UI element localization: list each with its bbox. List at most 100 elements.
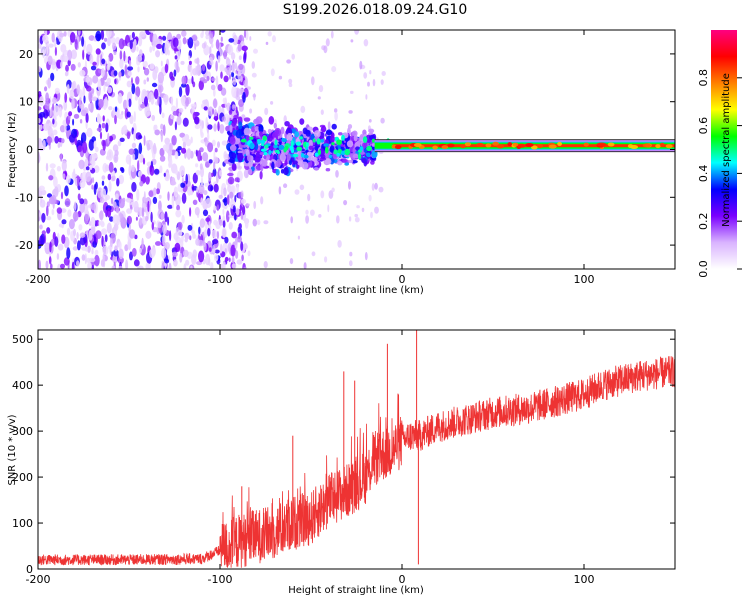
noise-blob xyxy=(179,132,186,138)
noise-blob xyxy=(141,207,145,218)
x-tick-label: -100 xyxy=(208,273,233,286)
noise-blob xyxy=(150,94,155,105)
noise-blob xyxy=(42,123,50,131)
noise-blob xyxy=(240,211,244,220)
noise-blob xyxy=(128,148,135,155)
signal-blob xyxy=(346,140,354,148)
noise-blob xyxy=(53,105,60,117)
noise-blob xyxy=(60,263,65,269)
signal-blob xyxy=(279,153,286,162)
noise-blob xyxy=(210,262,214,269)
noise-blob xyxy=(154,124,158,131)
noise-blob xyxy=(96,115,102,124)
signal-peak xyxy=(274,139,278,147)
noise-blob xyxy=(235,250,239,259)
noise-blob xyxy=(161,112,165,119)
noise-blob xyxy=(113,223,119,232)
noise-blob xyxy=(189,235,192,241)
noise-blob xyxy=(162,124,166,136)
noise-blob xyxy=(73,228,76,237)
noise-blob xyxy=(65,174,71,184)
line-peak xyxy=(660,142,665,147)
noise-blob xyxy=(231,71,235,78)
noise-blob xyxy=(143,191,146,203)
noise-blob xyxy=(129,114,134,125)
noise-blob xyxy=(78,97,82,109)
noise-blob xyxy=(101,122,106,129)
noise-blob xyxy=(119,58,124,69)
noise-blob xyxy=(146,77,149,82)
noise-blob xyxy=(108,52,114,62)
noise-blob xyxy=(87,245,91,253)
noise-blob xyxy=(210,185,213,192)
noise-blob xyxy=(47,55,53,66)
signal-peak xyxy=(260,148,267,152)
noise-blob xyxy=(92,61,97,66)
noise-blob xyxy=(263,261,268,269)
noise-blob xyxy=(149,63,155,70)
line-peak xyxy=(460,144,466,149)
noise-blob xyxy=(79,69,86,77)
noise-blob xyxy=(221,116,226,122)
signal-blob xyxy=(237,150,243,154)
noise-blob xyxy=(224,248,227,253)
noise-blob xyxy=(73,113,80,119)
noise-blob xyxy=(107,86,113,94)
line-peak xyxy=(642,143,652,148)
noise-blob xyxy=(85,113,89,123)
noise-blob xyxy=(180,96,186,104)
noise-blob xyxy=(187,224,193,231)
noise-blob xyxy=(214,249,220,254)
noise-blob xyxy=(97,79,102,91)
signal-blob xyxy=(305,129,311,137)
noise-blob xyxy=(213,123,217,132)
noise-blob xyxy=(54,46,58,57)
x-tick-label: -200 xyxy=(26,573,51,586)
signal-blob xyxy=(371,143,376,147)
noise-blob xyxy=(199,218,206,228)
noise-blob xyxy=(267,31,272,37)
noise-blob xyxy=(299,184,305,191)
noise-blob xyxy=(46,193,53,198)
noise-blob xyxy=(162,234,166,246)
noise-blob xyxy=(335,170,339,178)
noise-blob xyxy=(129,251,133,261)
signal-peak xyxy=(249,136,254,140)
noise-blob xyxy=(48,175,54,181)
noise-blob xyxy=(168,157,173,167)
noise-blob xyxy=(200,197,204,206)
noise-blob xyxy=(161,247,167,259)
noise-blob xyxy=(49,241,52,253)
noise-blob xyxy=(93,233,96,245)
noise-blob xyxy=(126,131,131,140)
signal-blob xyxy=(324,158,332,165)
noise-blob xyxy=(60,153,63,162)
noise-blob xyxy=(350,90,354,94)
noise-blob xyxy=(210,31,214,39)
spectrogram-y-axis-label: Frequency (Hz) xyxy=(7,112,18,188)
noise-blob xyxy=(85,171,92,183)
noise-blob xyxy=(219,220,223,226)
noise-blob xyxy=(99,197,105,204)
noise-blob xyxy=(196,57,200,65)
noise-blob xyxy=(45,260,49,269)
noise-blob xyxy=(157,95,160,106)
noise-blob xyxy=(162,144,169,152)
line-peak xyxy=(665,144,673,149)
noise-blob xyxy=(128,98,132,108)
noise-blob xyxy=(380,79,384,85)
noise-blob xyxy=(114,149,119,157)
noise-blob xyxy=(196,187,199,193)
y-tick-label: 400 xyxy=(12,379,33,392)
signal-blob xyxy=(229,136,236,145)
noise-blob xyxy=(40,46,47,56)
noise-blob xyxy=(88,257,96,263)
noise-blob xyxy=(39,96,45,106)
noise-blob xyxy=(44,101,50,111)
noise-blob xyxy=(203,190,208,196)
y-tick-label: 0 xyxy=(26,144,33,157)
noise-blob xyxy=(231,85,237,98)
noise-blob xyxy=(203,242,207,252)
noise-blob xyxy=(203,229,208,238)
noise-blob xyxy=(374,182,378,190)
